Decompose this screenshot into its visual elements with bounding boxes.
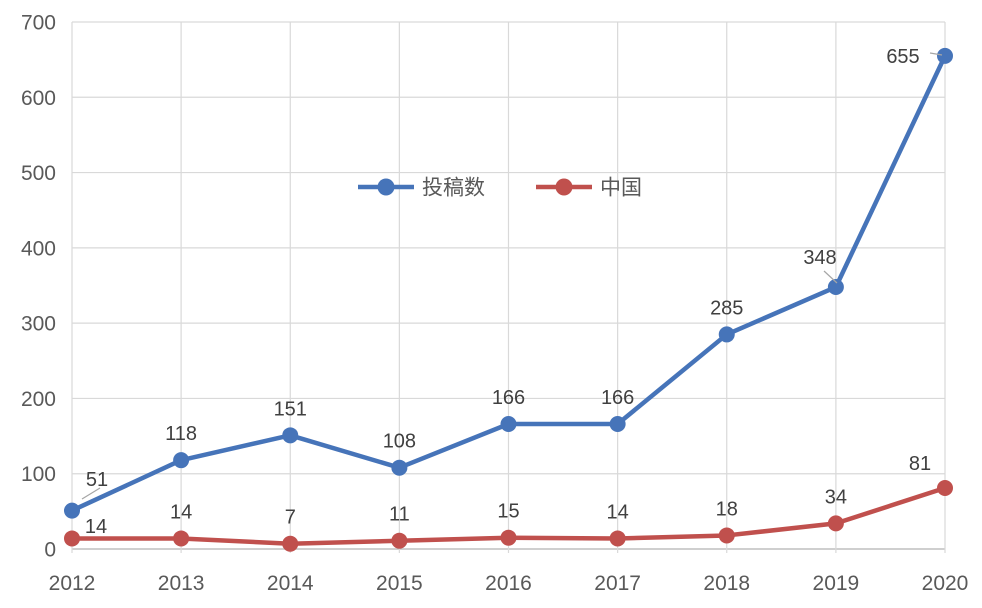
data-label: 51 [86, 469, 108, 491]
data-label: 14 [170, 501, 192, 523]
series-1 [64, 480, 953, 552]
legend-label: 投稿数 [422, 177, 485, 200]
data-label: 18 [716, 498, 738, 520]
data-label: 655 [886, 46, 919, 68]
data-label: 166 [492, 387, 525, 409]
x-tick-label: 2013 [158, 572, 205, 595]
y-tick-label: 400 [21, 237, 56, 260]
label-leader-line [929, 52, 943, 56]
data-label: 81 [909, 453, 931, 475]
data-point-marker [282, 535, 299, 552]
data-point-marker [391, 459, 408, 476]
x-tick-label: 2019 [813, 572, 860, 595]
data-point-marker [718, 527, 735, 544]
data-label: 348 [803, 247, 836, 269]
data-point-marker [64, 502, 80, 519]
data-point-marker [282, 427, 299, 444]
series-0 [64, 47, 953, 519]
y-tick-label: 300 [21, 313, 56, 336]
data-point-marker [500, 416, 517, 433]
x-tick-label: 2017 [594, 572, 641, 595]
data-label: 285 [710, 297, 743, 319]
y-axis-tick-labels: 0 100 200 300 400 500 600 700 [21, 12, 56, 562]
data-label: 14 [85, 516, 107, 538]
data-point-marker [827, 279, 844, 296]
x-axis-tick-labels: 2012 2013 2014 2015 2016 2017 2018 2019 2020 [49, 572, 969, 595]
x-tick-label: 2012 [49, 572, 96, 595]
data-point-marker [64, 530, 80, 547]
data-label: 34 [825, 486, 847, 508]
data-point-marker [500, 529, 517, 546]
legend-item-series-0: 投稿数 [358, 177, 485, 200]
x-tick-label: 2018 [703, 572, 750, 595]
data-point-marker [827, 515, 844, 532]
y-tick-label: 600 [21, 87, 56, 110]
legend-marker-icon [377, 178, 395, 196]
data-label: 166 [601, 387, 634, 409]
data-label: 7 [285, 507, 296, 529]
y-tick-label: 200 [21, 388, 56, 411]
data-label: 11 [389, 504, 410, 526]
data-label: 151 [274, 398, 307, 420]
legend-marker-icon [555, 178, 573, 196]
data-label: 14 [607, 501, 629, 523]
label-leader-line [81, 487, 101, 500]
label-leader-line [823, 270, 838, 284]
data-point-marker [937, 480, 953, 497]
data-point-marker [173, 530, 190, 547]
data-point-marker [937, 47, 953, 64]
data-labels-series-1: 14 14 7 11 15 14 18 34 81 [85, 453, 931, 538]
data-label: 15 [497, 501, 519, 523]
y-tick-label: 500 [21, 162, 56, 185]
y-tick-label: 0 [44, 539, 56, 562]
data-label: 108 [383, 431, 416, 453]
data-label: 118 [165, 423, 197, 445]
data-point-marker [173, 452, 190, 469]
data-point-marker [391, 532, 408, 549]
legend-label: 中国 [600, 177, 642, 200]
data-point-marker [609, 416, 626, 433]
gridlines [71, 21, 946, 553]
data-point-marker [718, 326, 735, 343]
x-tick-label: 2020 [922, 572, 969, 595]
y-tick-label: 100 [21, 463, 56, 486]
data-point-marker [609, 530, 626, 547]
legend-item-series-1: 中国 [536, 177, 642, 200]
legend: 投稿数 中国 [358, 177, 642, 200]
x-tick-label: 2014 [267, 572, 314, 595]
x-tick-label: 2016 [485, 572, 532, 595]
x-tick-label: 2015 [376, 572, 423, 595]
y-tick-label: 700 [21, 12, 56, 35]
data-labels-series-0: 51 118 151 108 166 166 285 348 655 [81, 46, 943, 500]
